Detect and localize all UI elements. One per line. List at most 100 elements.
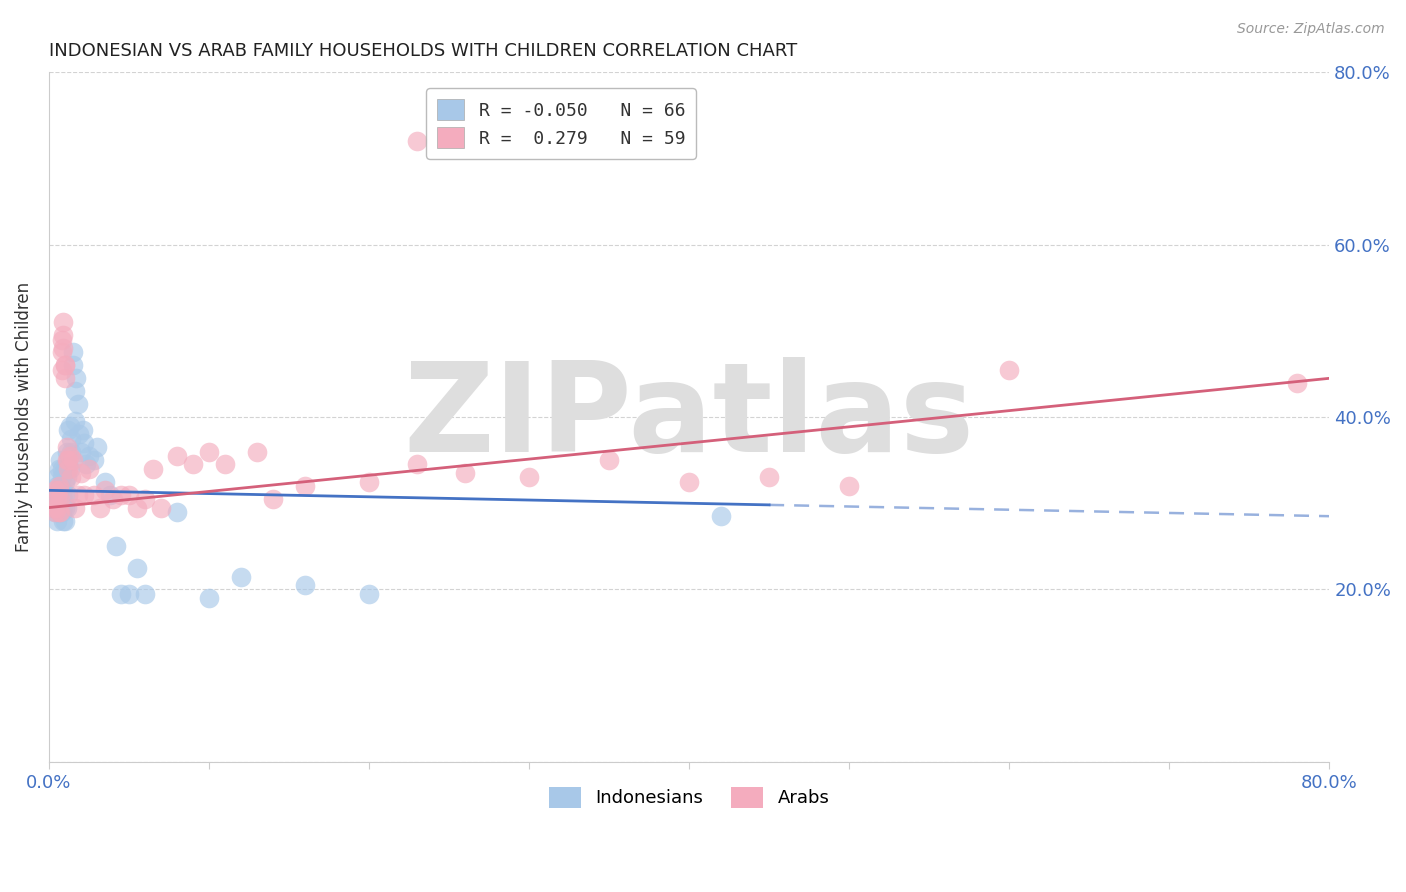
Point — [66, 397, 89, 411]
Point — [65, 371, 87, 385]
Point — [198, 591, 221, 605]
Point — [48, 496, 70, 510]
Point — [406, 134, 429, 148]
Point — [51, 488, 73, 502]
Point — [72, 423, 94, 437]
Point — [51, 505, 73, 519]
Point — [56, 423, 79, 437]
Point — [49, 505, 72, 519]
Point — [598, 453, 620, 467]
Point — [52, 514, 75, 528]
Point — [101, 491, 124, 506]
Point — [1286, 376, 1309, 390]
Point — [53, 475, 76, 489]
Point — [52, 483, 75, 498]
Point — [46, 470, 69, 484]
Point — [55, 453, 77, 467]
Point — [998, 362, 1021, 376]
Point — [46, 500, 69, 515]
Point — [838, 479, 860, 493]
Point — [46, 500, 69, 515]
Point — [48, 491, 70, 506]
Point — [134, 587, 156, 601]
Point — [73, 436, 96, 450]
Point — [357, 587, 380, 601]
Point — [56, 462, 79, 476]
Point — [73, 488, 96, 502]
Point — [142, 462, 165, 476]
Point — [77, 449, 100, 463]
Point — [710, 509, 733, 524]
Point — [60, 470, 83, 484]
Point — [134, 491, 156, 506]
Point — [198, 444, 221, 458]
Point — [181, 458, 204, 472]
Point — [46, 491, 69, 506]
Point — [166, 449, 188, 463]
Point — [294, 578, 316, 592]
Point — [125, 500, 148, 515]
Point — [62, 453, 84, 467]
Point — [60, 432, 83, 446]
Point — [70, 466, 93, 480]
Point — [63, 414, 86, 428]
Point — [150, 500, 173, 515]
Point — [56, 458, 79, 472]
Point — [56, 488, 79, 502]
Point — [49, 496, 72, 510]
Point — [49, 479, 72, 493]
Point — [55, 440, 77, 454]
Point — [44, 505, 66, 519]
Point — [166, 505, 188, 519]
Point — [48, 483, 70, 498]
Point — [262, 491, 284, 506]
Point — [52, 491, 75, 506]
Y-axis label: Family Households with Children: Family Households with Children — [15, 282, 32, 552]
Point — [63, 384, 86, 399]
Point — [52, 328, 75, 343]
Point — [56, 453, 79, 467]
Point — [53, 514, 76, 528]
Point — [59, 462, 82, 476]
Point — [86, 440, 108, 454]
Point — [51, 462, 73, 476]
Point — [53, 488, 76, 502]
Point — [118, 488, 141, 502]
Point — [52, 315, 75, 329]
Point — [55, 470, 77, 484]
Point — [94, 475, 117, 489]
Point — [59, 418, 82, 433]
Text: ZIPatlas: ZIPatlas — [404, 357, 974, 477]
Point — [48, 505, 70, 519]
Point — [44, 488, 66, 502]
Point — [98, 488, 121, 502]
Point — [44, 505, 66, 519]
Point — [60, 444, 83, 458]
Point — [406, 458, 429, 472]
Point — [94, 483, 117, 498]
Point — [48, 488, 70, 502]
Point — [51, 345, 73, 359]
Point — [53, 359, 76, 373]
Point — [42, 500, 65, 515]
Point — [59, 449, 82, 463]
Point — [53, 500, 76, 515]
Point — [67, 427, 90, 442]
Point — [517, 470, 540, 484]
Legend: Indonesians, Arabs: Indonesians, Arabs — [541, 780, 837, 814]
Point — [55, 444, 77, 458]
Point — [294, 479, 316, 493]
Point — [52, 341, 75, 355]
Text: INDONESIAN VS ARAB FAMILY HOUSEHOLDS WITH CHILDREN CORRELATION CHART: INDONESIAN VS ARAB FAMILY HOUSEHOLDS WIT… — [49, 42, 797, 60]
Point — [48, 505, 70, 519]
Point — [49, 505, 72, 519]
Point — [678, 475, 700, 489]
Point — [105, 540, 128, 554]
Point — [118, 587, 141, 601]
Point — [49, 491, 72, 506]
Point — [454, 466, 477, 480]
Point — [89, 500, 111, 515]
Point — [229, 569, 252, 583]
Point — [42, 500, 65, 515]
Point — [70, 444, 93, 458]
